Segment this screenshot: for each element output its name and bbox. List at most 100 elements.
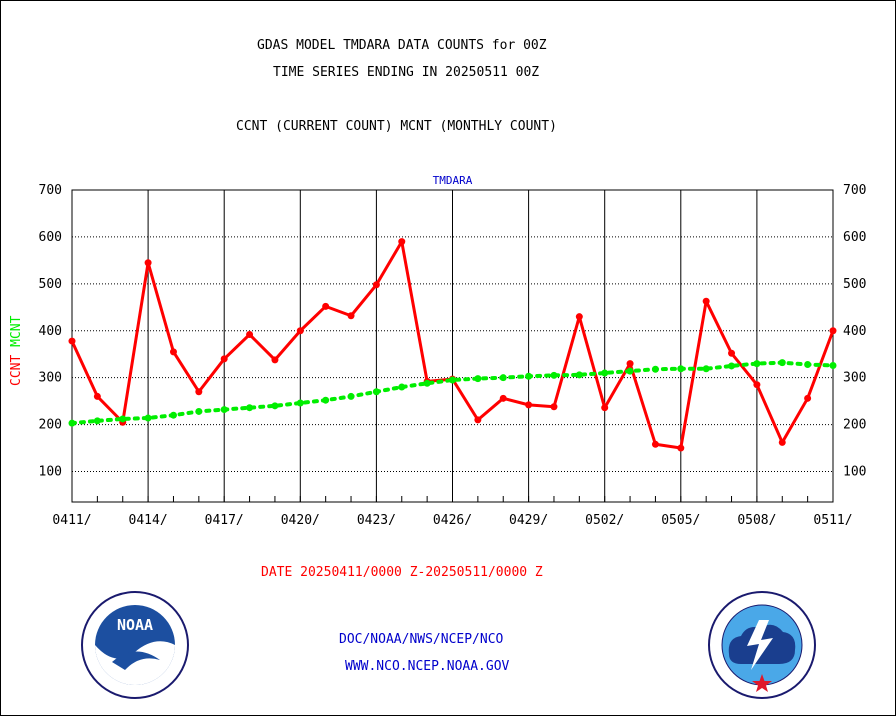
y-tick-label-right: 500: [843, 277, 866, 292]
data-point-ccnt: [626, 360, 634, 368]
data-point-mcnt: [550, 371, 558, 379]
data-point-mcnt: [398, 383, 406, 391]
data-point-ccnt: [677, 444, 685, 452]
y-tick-label-left: 600: [39, 230, 62, 245]
labels-layer: 100 100 200 200 300 300 400 400 500 500 600 600 700 7…: [9, 174, 866, 528]
data-point-ccnt: [398, 238, 406, 246]
data-point-ccnt: [220, 355, 228, 363]
data-point-mcnt: [93, 417, 101, 425]
noaa-logo: NOAA: [81, 591, 189, 699]
y-tick-label-left: 500: [39, 277, 62, 292]
data-point-mcnt: [322, 396, 330, 404]
plot-border: [71, 189, 834, 503]
data-point-mcnt: [601, 369, 609, 377]
y-tick-label-right: 300: [843, 371, 866, 386]
data-point-mcnt: [778, 359, 786, 367]
x-tick-label: 0423/: [357, 513, 396, 528]
data-point-ccnt: [68, 337, 76, 345]
data-point-mcnt: [829, 361, 837, 369]
data-point-mcnt: [651, 365, 659, 373]
x-tick-label: 0502/: [585, 513, 624, 528]
y-tick-label-right: 100: [843, 465, 866, 480]
data-point-mcnt: [296, 399, 304, 407]
y-tick-label-left: 400: [39, 324, 62, 339]
data-point-mcnt: [449, 376, 456, 384]
svg-text:NOAA: NOAA: [117, 616, 153, 634]
data-point-ccnt: [499, 394, 507, 402]
data-point-ccnt: [804, 394, 812, 402]
x-tick-label: 0417/: [205, 513, 244, 528]
y-tick-label-left: 100: [39, 465, 62, 480]
x-tick-label: 0429/: [509, 513, 548, 528]
y-tick-label-right: 400: [843, 324, 866, 339]
data-point-ccnt: [575, 313, 583, 321]
data-point-mcnt: [804, 361, 812, 369]
data-point-mcnt: [753, 360, 761, 368]
data-point-ccnt: [728, 349, 736, 357]
data-point-mcnt: [499, 374, 507, 382]
data-point-ccnt: [601, 404, 609, 412]
data-point-ccnt: [271, 356, 279, 364]
data-point-ccnt: [246, 331, 254, 339]
data-point-ccnt: [778, 438, 786, 446]
data-point-ccnt: [829, 327, 837, 335]
x-tick-label: 0505/: [661, 513, 700, 528]
chart-legend-line: CCNT (CURRENT COUNT) MCNT (MONTHLY COUNT…: [236, 119, 557, 134]
data-point-ccnt: [372, 281, 380, 289]
data-point-mcnt: [575, 371, 583, 379]
data-point-mcnt: [677, 365, 685, 373]
y-axis-label-mcnt: MCNT: [9, 315, 24, 354]
data-point-ccnt: [169, 348, 177, 356]
data-point-ccnt: [347, 312, 355, 320]
grid-layer: [71, 190, 834, 502]
data-point-mcnt: [728, 362, 736, 370]
data-point-mcnt: [626, 367, 634, 375]
data-point-mcnt: [702, 365, 710, 373]
x-tick-label: 0420/: [281, 513, 320, 528]
x-tick-label: 0411/: [52, 513, 91, 528]
org-path-label: DOC/NOAA/NWS/NCEP/NCO: [339, 632, 504, 647]
data-point-mcnt: [246, 404, 254, 412]
y-tick-label-right: 600: [843, 230, 866, 245]
data-point-ccnt: [474, 416, 482, 424]
data-point-mcnt: [68, 419, 76, 427]
y-tick-label-left: 300: [39, 371, 62, 386]
data-point-mcnt: [220, 406, 228, 414]
data-point-ccnt: [702, 297, 710, 305]
y-tick-label-right: 200: [843, 418, 866, 433]
data-point-mcnt: [195, 407, 203, 415]
x-tick-label: 0511/: [813, 513, 852, 528]
data-point-mcnt: [474, 375, 482, 383]
axes-layer: [71, 189, 834, 503]
data-point-ccnt: [753, 381, 761, 389]
date-range-label: DATE 20250411/0000 Z-20250511/0000 Z: [261, 565, 543, 580]
chart-title-line1: GDAS MODEL TMDARA DATA COUNTS for 00Z: [257, 38, 547, 53]
x-tick-label: 0414/: [129, 513, 168, 528]
data-point-mcnt: [271, 402, 279, 410]
data-point-ccnt: [525, 401, 533, 409]
chart-title: TMDARA: [433, 174, 473, 187]
chart-title-line2: TIME SERIES ENDING IN 20250511 00Z: [273, 65, 540, 80]
y-tick-label-left: 700: [39, 183, 62, 198]
x-tick-label: 0426/: [433, 513, 472, 528]
data-point-mcnt: [119, 415, 127, 423]
data-point-mcnt: [169, 411, 177, 419]
nws-logo: [708, 591, 816, 699]
data-point-mcnt: [372, 388, 380, 396]
data-point-ccnt: [550, 403, 558, 411]
series-layer: [68, 238, 837, 452]
data-point-ccnt: [322, 302, 330, 310]
x-tick-label: 0508/: [737, 513, 776, 528]
y-axis-label-ccnt: CCNT: [9, 355, 24, 386]
data-point-ccnt: [144, 259, 152, 267]
data-point-ccnt: [651, 440, 659, 448]
y-axis-series-label: CCNT MCNT: [9, 315, 24, 386]
data-point-mcnt: [144, 414, 152, 422]
y-tick-label-right: 700: [843, 183, 866, 198]
data-point-mcnt: [347, 392, 355, 400]
y-tick-label-left: 200: [39, 418, 62, 433]
data-point-ccnt: [93, 392, 101, 400]
data-point-ccnt: [296, 327, 304, 335]
data-point-mcnt: [525, 372, 533, 380]
